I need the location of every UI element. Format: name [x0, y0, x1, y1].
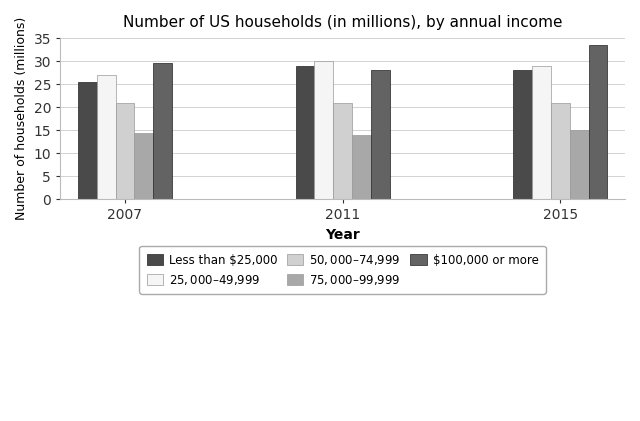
Bar [115, 103, 134, 200]
Bar [371, 70, 390, 200]
Bar [78, 82, 97, 200]
Bar [333, 103, 352, 200]
Bar [532, 66, 551, 200]
Title: Number of US households (in millions), by annual income: Number of US households (in millions), b… [123, 15, 563, 30]
Bar [589, 45, 607, 200]
Bar [314, 61, 333, 200]
Bar [551, 103, 570, 200]
Legend: Less than $25,000, $25,000–$49,999, $50,000–$74,999, $75,000–$99,999, $100,000 o: Less than $25,000, $25,000–$49,999, $50,… [140, 245, 546, 294]
Bar [97, 75, 115, 200]
X-axis label: Year: Year [325, 228, 360, 242]
Bar [352, 135, 371, 200]
Bar [296, 66, 314, 200]
Y-axis label: Number of households (millions): Number of households (millions) [15, 17, 28, 220]
Bar [134, 133, 153, 200]
Bar [513, 70, 532, 200]
Bar [570, 130, 589, 200]
Bar [153, 64, 172, 200]
